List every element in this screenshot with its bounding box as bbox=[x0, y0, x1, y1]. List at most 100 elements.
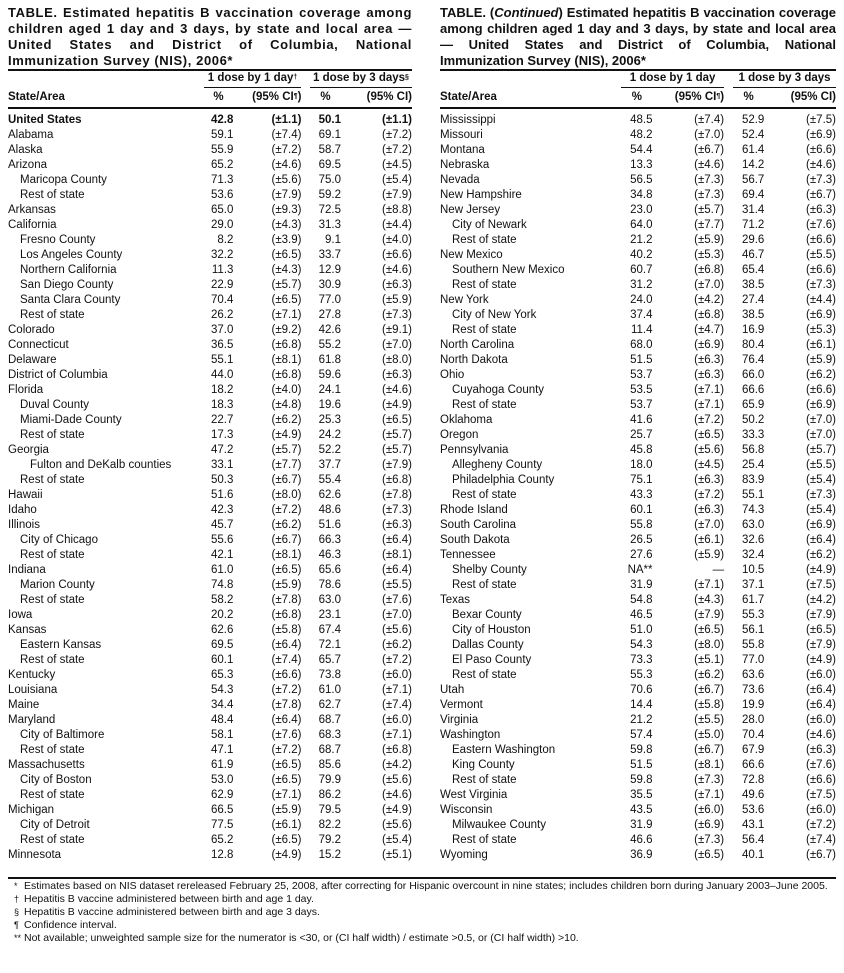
table-row: Idaho 42.3 (±7.2) 48.6 (±7.3) bbox=[8, 503, 412, 518]
pct-3days: 15.2 bbox=[318, 849, 341, 861]
pct-1day: 40.2 bbox=[630, 249, 653, 261]
pct-3days: 43.1 bbox=[741, 819, 765, 831]
pct-1day: 53.0 bbox=[211, 774, 234, 786]
pct-3days: 19.9 bbox=[741, 699, 765, 711]
pct-1day: 69.5 bbox=[211, 639, 234, 651]
ci-3days: (±6.4) bbox=[382, 534, 412, 546]
ci-1day: (±5.8) bbox=[271, 624, 302, 636]
pct-3days: 55.8 bbox=[741, 639, 765, 651]
ci-1day: (±7.1) bbox=[694, 399, 725, 411]
area-name: City of New York bbox=[452, 309, 537, 321]
table-row: Cuyahoga County 53.5 (±7.1) 66.6 (±6.6) bbox=[440, 383, 836, 398]
ci-1day: (±7.9) bbox=[694, 609, 725, 621]
pct-1day: 64.0 bbox=[630, 219, 653, 231]
area-name: Cuyahoga County bbox=[452, 384, 545, 396]
pct-1day: 42.8 bbox=[211, 114, 234, 126]
ci-1day: (±7.8) bbox=[271, 594, 302, 606]
ci-1day: (±8.1) bbox=[694, 759, 725, 771]
ci-3days: (±4.4) bbox=[382, 219, 412, 231]
area-name: Bexar County bbox=[452, 609, 522, 621]
pct-3days: 55.4 bbox=[318, 474, 341, 486]
area-name: Oklahoma bbox=[440, 414, 493, 426]
table-row: Rest of state 31.2 (±7.0) 38.5 (±7.3) bbox=[440, 278, 836, 293]
ci-3days: (±6.9) bbox=[806, 399, 836, 411]
pct-1day: 43.3 bbox=[630, 489, 653, 501]
area-name: Shelby County bbox=[452, 564, 527, 576]
table-title-continued: TABLE. (Continued) Estimated hepatitis B… bbox=[440, 5, 837, 68]
pct-3days: 66.6 bbox=[741, 759, 765, 771]
pct-3days: 46.3 bbox=[318, 549, 341, 561]
pct-3days: 59.6 bbox=[318, 369, 341, 381]
table-row: City of Newark 64.0 (±7.7) 71.2 (±7.6) bbox=[440, 218, 836, 233]
ci-1day: (±7.0) bbox=[694, 519, 725, 531]
ci-3days: (±6.7) bbox=[806, 189, 836, 201]
pct-3days: 52.2 bbox=[318, 444, 341, 456]
area-name: California bbox=[8, 219, 57, 231]
table-row: San Diego County 22.9 (±5.7) 30.9 (±6.3) bbox=[8, 278, 412, 293]
pct-1day: 59.1 bbox=[211, 129, 234, 141]
table-row: City of Baltimore 58.1 (±7.6) 68.3 (±7.1) bbox=[8, 728, 412, 743]
pct-1day: 14.4 bbox=[630, 699, 653, 711]
pct-3days: 58.7 bbox=[318, 144, 341, 156]
footnote: ¶ Confidence interval. bbox=[8, 919, 836, 932]
ci-3days: (±6.9) bbox=[806, 129, 836, 141]
area-name: Rest of state bbox=[20, 654, 85, 666]
ci-3days: (±4.9) bbox=[382, 399, 412, 411]
ci-3days: (±6.5) bbox=[806, 624, 836, 636]
table-row: Fresno County 8.2 (±3.9) 9.1 (±4.0) bbox=[8, 233, 412, 248]
pct-1day: 31.9 bbox=[630, 579, 653, 591]
ci-1day: (±6.1) bbox=[271, 819, 302, 831]
ci-1day: (±7.2) bbox=[694, 414, 725, 426]
table-row: Rest of state 53.7 (±7.1) 65.9 (±6.9) bbox=[440, 398, 836, 413]
pct-1day: 11.3 bbox=[211, 264, 234, 276]
area-name: Illinois bbox=[8, 519, 40, 531]
table-row: California 29.0 (±4.3) 31.3 (±4.4) bbox=[8, 218, 412, 233]
ci-1day: (±6.7) bbox=[271, 534, 302, 546]
pct-3days: 25.3 bbox=[318, 414, 341, 426]
ci-3days: (±8.1) bbox=[382, 549, 412, 561]
pct-1day: 34.8 bbox=[630, 189, 653, 201]
ci-1day: (±6.9) bbox=[694, 819, 725, 831]
ci-3days: (±6.3) bbox=[382, 369, 412, 381]
table-row: Rest of state 17.3 (±4.9) 24.2 (±5.7) bbox=[8, 428, 412, 443]
area-name: Milwaukee County bbox=[452, 819, 546, 831]
column-header-pct3: % bbox=[733, 87, 765, 109]
coverage-table-part2: 1 dose by 1 day 1 dose by 3 days State/A… bbox=[440, 71, 836, 863]
ci-1day: (±4.3) bbox=[271, 264, 302, 276]
ci-1day: (±7.4) bbox=[694, 114, 725, 126]
pct-1day: 60.1 bbox=[211, 654, 234, 666]
pct-1day: 50.3 bbox=[211, 474, 234, 486]
pct-3days: 72.5 bbox=[318, 204, 341, 216]
area-name: North Dakota bbox=[440, 354, 508, 366]
ci-3days: (±7.5) bbox=[806, 579, 836, 591]
ci-1day: (±4.9) bbox=[271, 849, 302, 861]
area-name: Montana bbox=[440, 144, 485, 156]
area-name: Tennessee bbox=[440, 549, 496, 561]
ci-1day: (±7.1) bbox=[271, 309, 302, 321]
area-name: Rest of state bbox=[20, 549, 85, 561]
ci-3days: (±5.5) bbox=[382, 579, 412, 591]
ci-1day: (±6.0) bbox=[694, 804, 725, 816]
pct-1day: 71.3 bbox=[211, 174, 234, 186]
pct-1day: 56.5 bbox=[630, 174, 653, 186]
area-name: City of Newark bbox=[452, 219, 527, 231]
pct-3days: 33.3 bbox=[741, 429, 765, 441]
area-name: Rest of state bbox=[452, 579, 517, 591]
table-row: Southern New Mexico 60.7 (±6.8) 65.4 (±6.6) bbox=[440, 263, 836, 278]
ci-1day: (±4.5) bbox=[694, 459, 725, 471]
area-name: Arizona bbox=[8, 159, 47, 171]
pct-1day: 46.5 bbox=[630, 609, 653, 621]
pct-3days: 85.6 bbox=[318, 759, 341, 771]
table-row: Mississippi 48.5 (±7.4) 52.9 (±7.5) bbox=[440, 108, 836, 128]
ci-3days: (±7.3) bbox=[806, 174, 836, 186]
pct-3days: 49.6 bbox=[741, 789, 765, 801]
pct-1day: 48.2 bbox=[630, 129, 653, 141]
pct-1day: 62.6 bbox=[211, 624, 234, 636]
ci-3days: (±5.1) bbox=[382, 849, 412, 861]
pct-1day: 48.5 bbox=[630, 114, 653, 126]
table-row: Marion County 74.8 (±5.9) 78.6 (±5.5) bbox=[8, 578, 412, 593]
table-row: Oklahoma 41.6 (±7.2) 50.2 (±7.0) bbox=[440, 413, 836, 428]
table-row: Arizona 65.2 (±4.6) 69.5 (±4.5) bbox=[8, 158, 412, 173]
ci-3days: (±6.4) bbox=[806, 699, 836, 711]
ci-3days: (±5.4) bbox=[382, 174, 412, 186]
